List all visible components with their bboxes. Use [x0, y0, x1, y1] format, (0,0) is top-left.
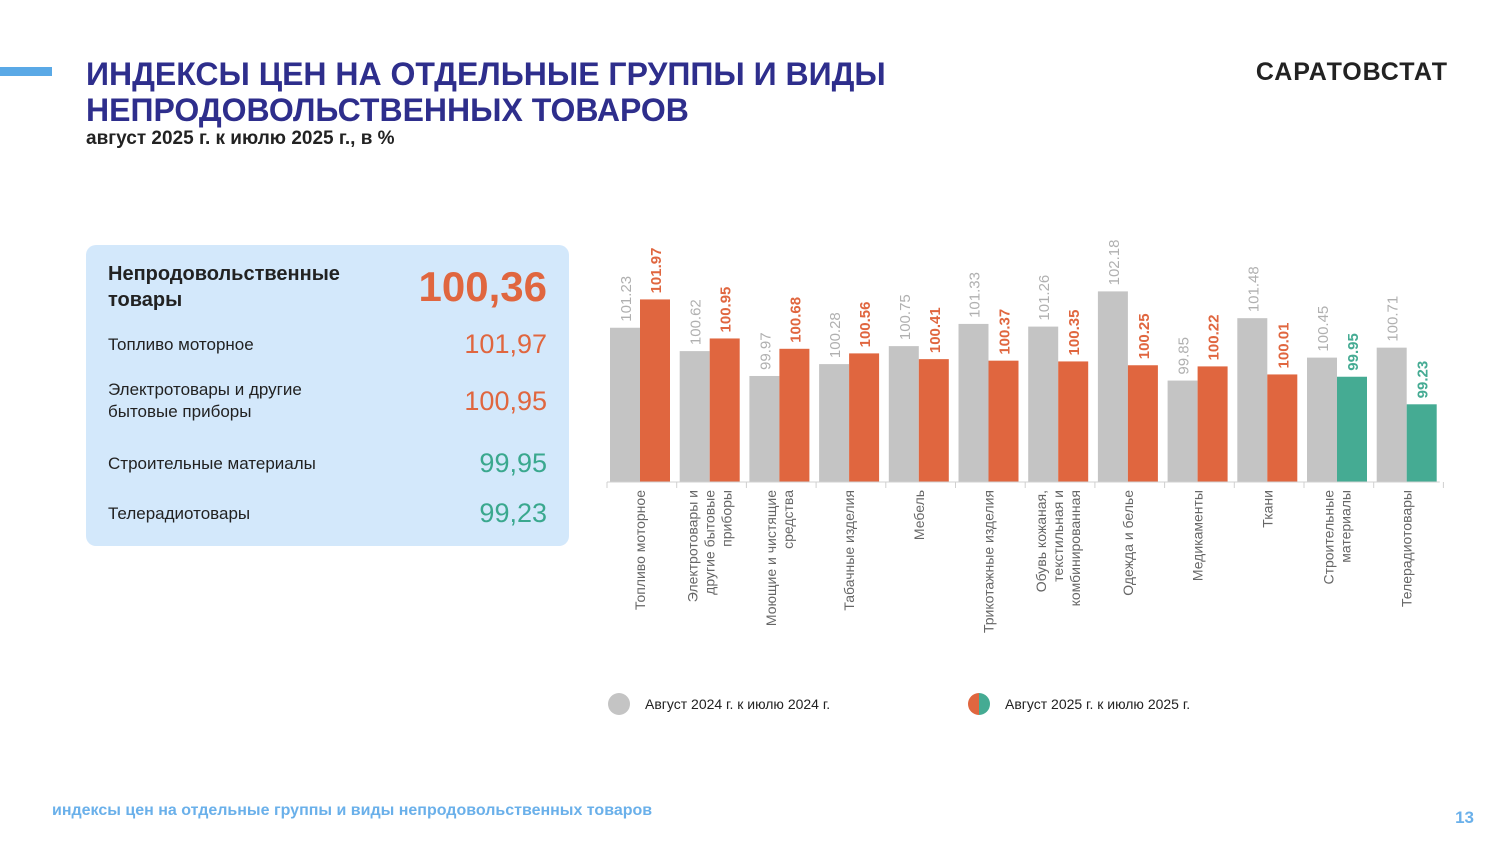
bar-2025	[779, 348, 810, 482]
category-label: Строительныематериалы	[1321, 490, 1354, 585]
legend-item-2025: Август 2025 г. к июлю 2025 г.	[968, 693, 1190, 715]
bar-2024	[610, 327, 640, 482]
data-label: 100.01	[1275, 323, 1292, 369]
summary-main-label: Непродовольственные товары	[108, 263, 340, 311]
summary-item-value: 100,95	[464, 385, 547, 416]
summary-item-value: 101,97	[464, 329, 547, 359]
legend-dot-split	[968, 693, 990, 715]
legend-dot-grey	[608, 693, 630, 715]
summary-panel: Непродовольственные товары 100,36 Топлив…	[86, 245, 569, 546]
data-label: 99.85	[1176, 337, 1193, 375]
data-label: 100.35	[1066, 310, 1083, 356]
data-label: 101.26	[1036, 275, 1053, 321]
data-label: 102.18	[1106, 239, 1123, 285]
category-label: Телерадиотовары	[1399, 490, 1415, 607]
bar-2024	[1307, 357, 1337, 482]
footer-text: индексы цен на отдельные группы и виды н…	[52, 802, 653, 819]
data-label: 101.48	[1245, 266, 1262, 312]
bar-2025	[988, 360, 1019, 482]
category-label: Обувь кожаная,текстильная икомбинированн…	[1033, 490, 1083, 606]
legend-label-2024: Август 2024 г. к июлю 2024 г.	[645, 696, 831, 712]
data-label: 100.28	[827, 312, 844, 358]
bar-2025	[918, 359, 949, 482]
page-subtitle: август 2025 г. к июлю 2025 г., в %	[86, 128, 395, 149]
summary-item-label: Телерадиотовары	[108, 503, 251, 523]
bar-2024	[1167, 380, 1198, 482]
data-label: 100.25	[1136, 313, 1153, 359]
summary-row: Строительные материалы 99,95	[108, 448, 547, 479]
data-label: 101.33	[967, 272, 984, 318]
data-label: 101.97	[648, 248, 665, 294]
bar-2024	[679, 351, 710, 482]
bar-2024	[749, 375, 780, 482]
summary-main-value: 100,36	[418, 263, 547, 310]
category-label: Табачные изделия	[841, 490, 857, 611]
accent-bar	[0, 67, 52, 76]
summary-item-value: 99,23	[479, 498, 547, 528]
legend-item-2024: Август 2024 г. к июлю 2024 г.	[608, 693, 830, 715]
category-label: Мебель	[911, 490, 927, 540]
category-label: Электротовары идругие бытовыеприборы	[685, 490, 735, 602]
data-label: 99.97	[757, 332, 774, 370]
summary-row: Электротовары и другие бытовые приборы 1…	[108, 379, 547, 423]
summary-item-label: Электротовары и другие бытовые приборы	[108, 380, 302, 421]
bar-2025	[1267, 374, 1298, 482]
data-label: 99.23	[1415, 361, 1432, 399]
bar-chart: 101.23 101.97 Топливо моторное 100.62 100.95…	[606, 239, 1444, 633]
bar-2025	[1127, 365, 1158, 482]
brand-logo-text: САРАТОВСТАТ	[1255, 58, 1448, 86]
bar-2025	[1337, 376, 1367, 482]
bar-2025	[1406, 404, 1437, 482]
data-label: 100.22	[1206, 315, 1223, 361]
data-label: 100.41	[927, 307, 944, 353]
page-title: ИНДЕКСЫ ЦЕН НА ОТДЕЛЬНЫЕ ГРУППЫ И ВИДЫ Н…	[86, 56, 886, 128]
page-number: 13	[1455, 808, 1474, 827]
data-label: 100.45	[1315, 306, 1332, 352]
summary-item-value: 99,95	[479, 448, 547, 478]
legend-label-2025: Август 2025 г. к июлю 2025 г.	[1005, 696, 1191, 712]
category-label: Медикаменты	[1190, 490, 1206, 581]
data-label: 99.95	[1345, 333, 1362, 371]
category-label: Одежда и белье	[1120, 490, 1136, 596]
summary-row: Телерадиотовары 99,23	[108, 498, 547, 529]
data-label: 100.75	[897, 294, 914, 340]
data-label: 100.56	[857, 302, 874, 348]
bar-2025	[640, 299, 670, 482]
data-label: 100.95	[718, 287, 735, 333]
category-label: Трикотажные изделия	[981, 490, 997, 633]
bar-2024	[1376, 347, 1407, 482]
bar-2025	[709, 338, 740, 482]
bar-2025	[849, 353, 880, 482]
category-label: Моющие и чистящиесредства	[763, 490, 796, 626]
data-label: 100.71	[1385, 296, 1402, 342]
summary-item-label: Строительные материалы	[108, 453, 316, 473]
category-label: Ткани	[1259, 490, 1275, 528]
bar-2024	[958, 323, 989, 482]
summary-item-label: Топливо моторное	[108, 334, 254, 354]
summary-row: Топливо моторное 101,97	[108, 329, 547, 360]
bar-2024	[888, 346, 919, 482]
bar-2024	[1097, 291, 1128, 482]
data-label: 100.37	[997, 309, 1014, 355]
bar-2025	[1197, 366, 1228, 482]
bar-2024	[1028, 326, 1059, 482]
bar-2025	[1058, 361, 1089, 482]
data-label: 100.68	[787, 297, 804, 343]
bar-2024	[1237, 318, 1268, 482]
data-label: 100.62	[688, 299, 705, 345]
data-label: 101.23	[618, 276, 635, 322]
summary-main-row: Непродовольственные товары 100,36	[108, 261, 547, 313]
bar-2024	[819, 364, 850, 482]
category-label: Топливо моторное	[632, 490, 648, 610]
